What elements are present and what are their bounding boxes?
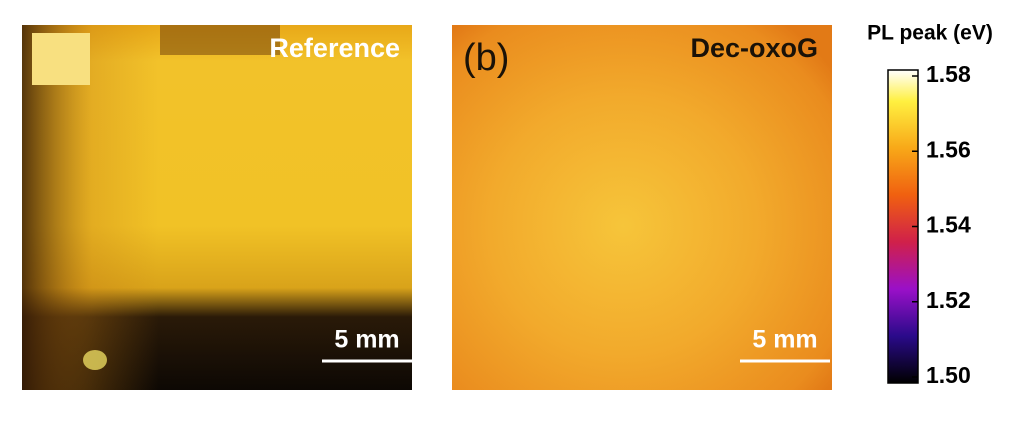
panel-label: Dec-oxoG bbox=[690, 33, 818, 63]
tick-label: 1.56 bbox=[926, 136, 971, 162]
scale-bar-label: 5 mm bbox=[752, 326, 817, 354]
tick-label: 1.52 bbox=[926, 287, 971, 313]
panel-label: Reference bbox=[269, 33, 400, 63]
panel-a: Reference 5 mm bbox=[22, 25, 412, 390]
bright-patch bbox=[32, 33, 90, 85]
bright-spot bbox=[83, 350, 107, 370]
tick-label: 1.54 bbox=[926, 212, 971, 238]
dark-edge bbox=[160, 25, 280, 55]
pl-map-shade bbox=[22, 25, 412, 390]
scale-bar-label: 5 mm bbox=[334, 326, 399, 354]
panel-letter: (b) bbox=[463, 37, 509, 79]
panel-b: (b) Dec-oxoG 5 mm bbox=[452, 25, 832, 390]
pl-map bbox=[452, 25, 832, 390]
tick-label: 1.50 bbox=[926, 362, 971, 388]
colorbar-title: PL peak (eV) bbox=[867, 22, 993, 45]
colorbar: PL peak (eV) 1.58 1.56 1.54 1.52 1.50 bbox=[867, 22, 993, 389]
tick-label: 1.58 bbox=[926, 61, 971, 87]
